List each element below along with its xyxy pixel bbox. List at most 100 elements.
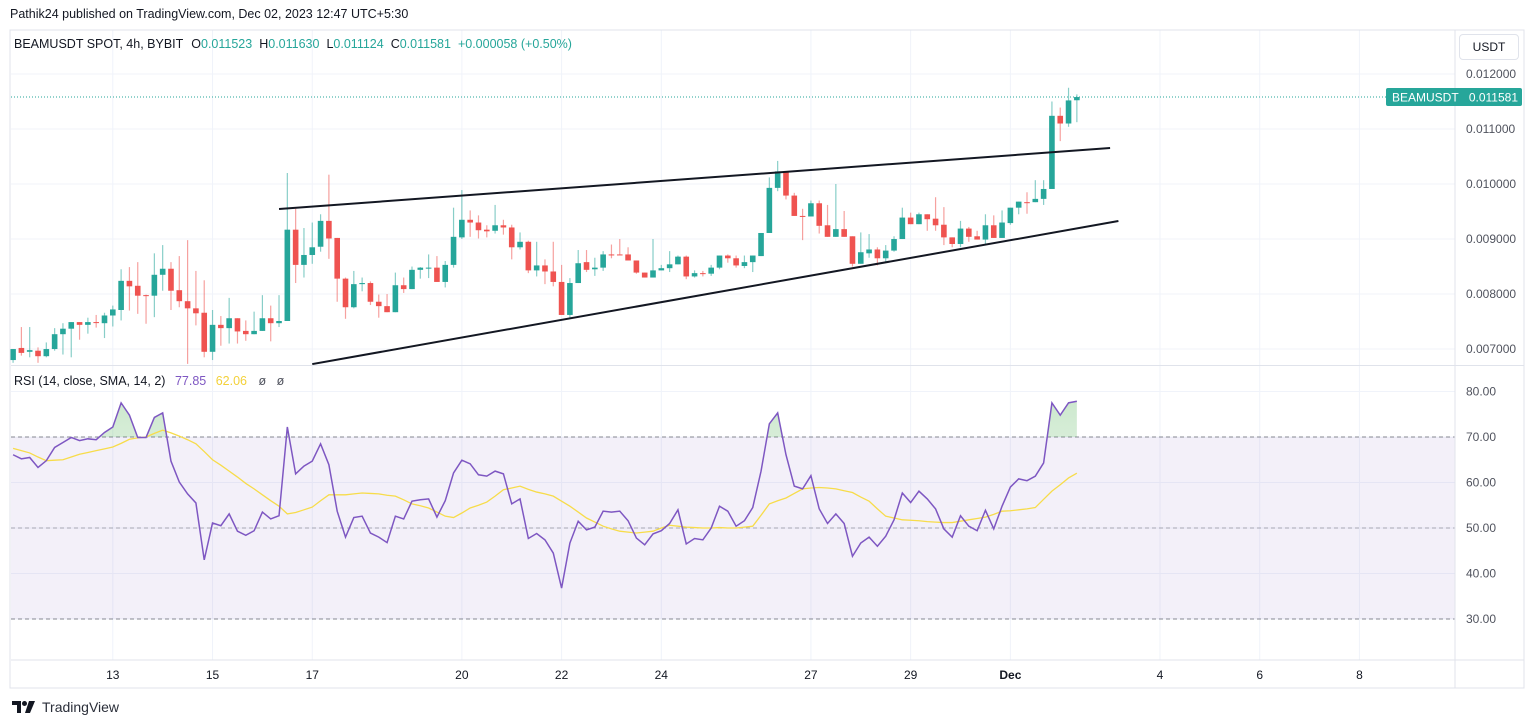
price-tick-label: 0.007000 — [1466, 342, 1516, 356]
rsi-value: 77.85 — [174, 374, 207, 388]
candle — [76, 322, 83, 340]
candle-body — [966, 228, 972, 237]
candle-body — [567, 283, 573, 315]
currency-button[interactable]: USDT — [1459, 34, 1519, 60]
time-tick-label: 17 — [306, 668, 320, 682]
time-tick-label: Dec — [999, 668, 1021, 682]
symbol-title[interactable]: BEAMUSDT SPOT, 4h, BYBIT — [14, 37, 184, 51]
candle-body — [267, 318, 274, 324]
candle-body — [616, 254, 623, 256]
candle-body — [450, 236, 457, 265]
candle — [143, 294, 149, 324]
candle-body — [666, 264, 673, 269]
candle — [567, 278, 573, 318]
candle-body — [725, 255, 731, 259]
candle-body — [882, 250, 889, 259]
candle — [201, 280, 208, 358]
time-tick-label: 24 — [655, 668, 669, 682]
candle-body — [990, 225, 997, 238]
candle-body — [575, 263, 582, 284]
rsi-title[interactable]: RSI (14, close, SMA, 14, 2) — [14, 374, 166, 388]
candle — [193, 270, 199, 326]
candle-body — [500, 225, 507, 228]
candle-body — [434, 267, 440, 282]
candle-body — [916, 214, 922, 225]
candle — [857, 232, 864, 264]
candle-body — [276, 320, 282, 324]
candle — [392, 272, 399, 313]
candle — [467, 210, 473, 237]
candle-body — [342, 278, 349, 308]
rsi-tick-label: 70.00 — [1466, 430, 1496, 444]
candle-body — [301, 254, 307, 265]
candle — [982, 214, 989, 245]
candle-body — [949, 237, 955, 244]
candle-body — [1032, 198, 1039, 203]
candle — [60, 323, 66, 355]
candle — [592, 257, 598, 276]
candle — [367, 281, 374, 306]
candle — [492, 204, 498, 234]
candle-body — [1065, 100, 1072, 124]
candle-body — [808, 203, 814, 217]
candle-body — [974, 236, 980, 240]
candle-body — [392, 285, 399, 313]
candle-body — [874, 249, 881, 259]
time-tick-label: 29 — [904, 668, 918, 682]
candle — [1049, 101, 1055, 189]
time-tick-label: 27 — [804, 668, 818, 682]
candle — [51, 328, 58, 351]
candle-body — [193, 308, 199, 314]
candle — [334, 237, 340, 302]
candle-body — [209, 324, 216, 352]
rsi-tick-label: 80.00 — [1466, 384, 1496, 398]
candle — [666, 251, 673, 273]
candle — [741, 255, 748, 269]
candle — [68, 322, 75, 358]
candle — [990, 215, 997, 238]
candle-body — [1057, 115, 1064, 124]
candle — [816, 200, 823, 234]
candle-body — [957, 228, 964, 244]
candle — [957, 220, 964, 248]
time-tick-label: 20 — [455, 668, 469, 682]
candle-body — [741, 262, 748, 266]
candle — [833, 184, 839, 237]
candle — [675, 255, 681, 265]
candle-body — [600, 254, 606, 268]
candle-body — [849, 236, 856, 264]
candle — [209, 309, 216, 361]
candle-body — [101, 315, 108, 324]
price-tick-label: 0.008000 — [1466, 287, 1516, 301]
candle — [326, 174, 332, 259]
candle-body — [558, 281, 565, 315]
candle-body — [326, 220, 332, 239]
time-tick-label: 6 — [1256, 668, 1263, 682]
candle-body — [292, 229, 299, 265]
high-label: H — [259, 37, 269, 51]
candle-body — [708, 267, 714, 274]
candle-body — [10, 349, 16, 361]
time-tick-label: 15 — [206, 668, 220, 682]
candle — [134, 262, 141, 314]
candle — [342, 277, 349, 319]
candle-body — [1074, 97, 1080, 101]
candle — [267, 305, 274, 342]
candle-body — [641, 272, 648, 278]
open-label: O — [191, 37, 201, 51]
candle — [1074, 94, 1080, 123]
rsi-sma-value: 62.06 — [215, 374, 247, 388]
candle — [766, 177, 773, 233]
candle — [783, 172, 789, 200]
candle — [450, 207, 457, 268]
candle — [1040, 180, 1047, 205]
rsi-tick-label: 30.00 — [1466, 612, 1496, 626]
candle-body — [841, 229, 847, 237]
candle — [799, 208, 806, 241]
candle — [384, 294, 390, 313]
low-value: 0.011124 — [333, 37, 384, 51]
candle-body — [650, 270, 656, 278]
candle-body — [592, 267, 598, 270]
candle — [542, 259, 548, 285]
